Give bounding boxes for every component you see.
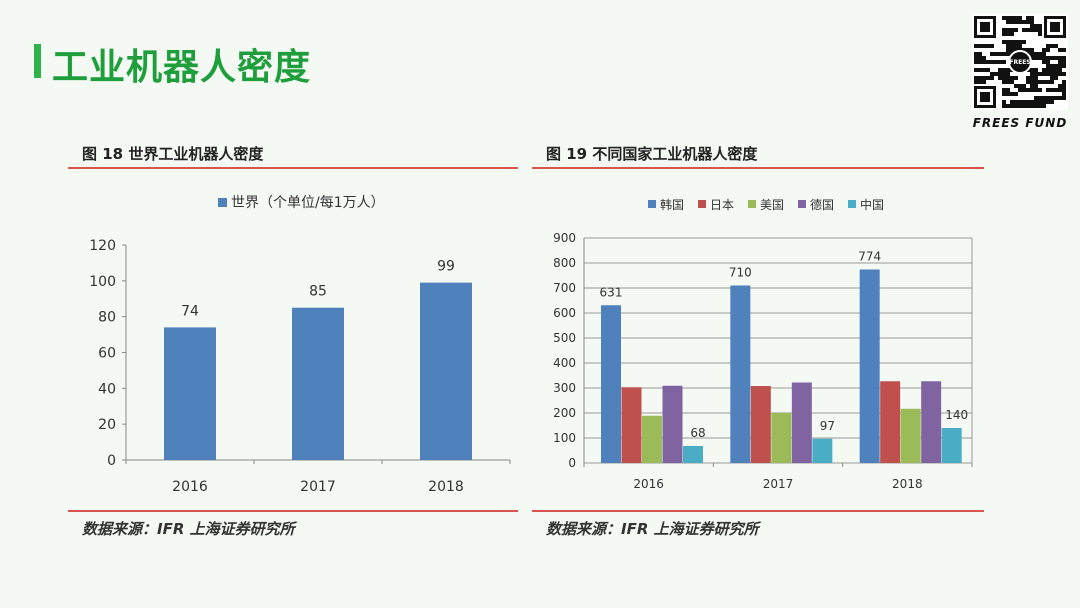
legend-label-3: 德国 xyxy=(810,197,834,212)
qr-center-label: FREES xyxy=(1009,59,1030,66)
bar-美国-2017 xyxy=(771,413,792,463)
legend-swatch-0 xyxy=(648,200,656,208)
figure-18-bottom-rule xyxy=(68,510,518,512)
bar-韩国-2018 xyxy=(859,269,880,463)
data-label-world-2017: 85 xyxy=(309,284,327,300)
figure-18-source: 数据来源：IFR 上海证券研究所 xyxy=(82,520,295,538)
figure-19-source: 数据来源：IFR 上海证券研究所 xyxy=(546,520,759,538)
bar-中国-2018 xyxy=(941,428,962,463)
y-tick-label: 600 xyxy=(553,306,576,320)
y-tick-label: 0 xyxy=(107,453,116,469)
bar-日本-2017 xyxy=(750,386,771,463)
y-tick-label: 700 xyxy=(553,281,576,295)
bar-中国-2016 xyxy=(683,446,703,463)
data-label-韩国-2017: 710 xyxy=(729,266,752,280)
x-tick-label: 2016 xyxy=(633,477,664,491)
legend-label-4: 中国 xyxy=(860,197,884,212)
bar-韩国-2017 xyxy=(730,285,751,463)
country-robot-density-chart: 韩国 日本 美国 德国 中国 0 100 200 300 400 500 600 700 800 900 63… xyxy=(553,197,973,491)
y-tick-label: 800 xyxy=(553,256,576,270)
legend-label-1: 日本 xyxy=(710,198,734,212)
legend-swatch-2 xyxy=(748,200,756,208)
y-tick-label: 100 xyxy=(553,431,576,445)
x-tick-label: 2016 xyxy=(172,479,208,495)
world-robot-density-chart: 世界（个单位/每1万人） 0 20 40 60 80 100 120 74 2016 85 2017 9… xyxy=(89,195,511,495)
legend-label-0: 韩国 xyxy=(660,197,684,212)
page-title: 工业机器人密度 xyxy=(52,47,312,88)
bar-德国-2017 xyxy=(791,382,812,463)
y-tick-label: 60 xyxy=(98,346,116,362)
data-label-world-2018: 99 xyxy=(437,259,455,275)
title-accent-bar xyxy=(34,44,41,78)
legend-label-2: 美国 xyxy=(760,198,784,212)
data-label-中国-2018: 140 xyxy=(945,408,968,422)
bar-日本-2016 xyxy=(621,387,642,463)
bar-德国-2016 xyxy=(662,385,683,463)
y-tick-label: 900 xyxy=(553,231,576,245)
figure-19-top-rule xyxy=(532,167,984,169)
y-tick-label: 20 xyxy=(98,417,116,433)
x-tick-label: 2017 xyxy=(763,477,794,491)
x-tick-label: 2018 xyxy=(892,477,923,491)
figure-19-bottom-rule xyxy=(532,510,984,512)
bar-world-2018 xyxy=(420,282,472,460)
y-tick-label: 100 xyxy=(89,274,116,290)
legend-label-world: 世界（个单位/每1万人） xyxy=(231,195,385,211)
brand-name: FREES FUND xyxy=(972,116,1068,130)
y-tick-label: 400 xyxy=(553,356,576,370)
y-tick-label: 80 xyxy=(98,310,116,326)
qr-code-icon: FREES xyxy=(972,14,1068,110)
data-label-中国-2016: 68 xyxy=(690,426,705,440)
bar-world-2017 xyxy=(292,307,344,460)
bar-日本-2018 xyxy=(880,381,901,463)
y-tick-label: 120 xyxy=(89,238,116,254)
y-tick-label: 0 xyxy=(568,456,576,470)
legend-swatch-3 xyxy=(798,200,806,208)
figure-19-caption: 图 19 不同国家工业机器人密度 xyxy=(546,145,758,163)
brand-block: FREES FREES FUND xyxy=(972,14,1068,130)
figure-18-top-rule xyxy=(68,167,518,169)
bar-美国-2016 xyxy=(642,415,662,463)
data-label-中国-2017: 97 xyxy=(820,419,835,433)
data-label-韩国-2016: 631 xyxy=(600,285,623,299)
data-label-韩国-2018: 774 xyxy=(858,250,881,264)
y-tick-label: 40 xyxy=(98,381,116,397)
y-tick-label: 200 xyxy=(553,406,576,420)
data-label-world-2016: 74 xyxy=(181,303,199,319)
bar-德国-2018 xyxy=(921,381,942,463)
x-tick-label: 2018 xyxy=(428,479,464,495)
y-tick-label: 500 xyxy=(553,331,576,345)
y-tick-label: 300 xyxy=(553,381,576,395)
legend-swatch-4 xyxy=(848,200,856,208)
figure-18-caption: 图 18 世界工业机器人密度 xyxy=(82,145,264,163)
x-tick-label: 2017 xyxy=(300,479,336,495)
bar-韩国-2016 xyxy=(601,305,621,463)
bar-中国-2017 xyxy=(812,438,833,463)
legend-swatch-1 xyxy=(698,200,706,208)
legend-swatch-world xyxy=(218,198,227,207)
bar-美国-2018 xyxy=(900,408,921,463)
bar-world-2016 xyxy=(164,327,216,460)
